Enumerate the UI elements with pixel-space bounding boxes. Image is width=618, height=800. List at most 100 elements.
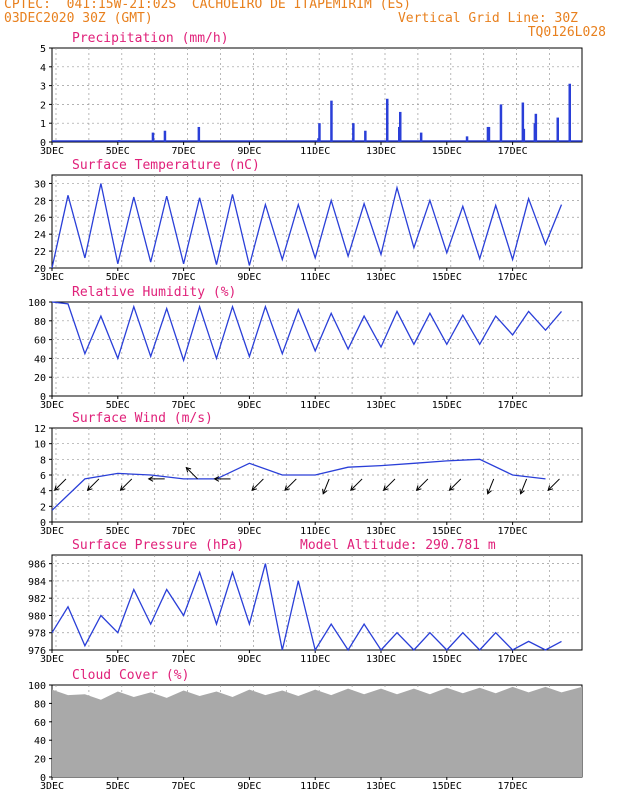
wind-arrow-head xyxy=(519,488,525,495)
y-tick-label: 980 xyxy=(28,611,46,622)
wind-arrow xyxy=(120,478,133,491)
x-tick-label: 5DEC xyxy=(106,400,130,411)
x-tick-label: 7DEC xyxy=(172,400,196,411)
panel-frame xyxy=(51,47,583,143)
wind-arrow-head xyxy=(53,485,60,491)
wind-arrow-head xyxy=(486,488,492,495)
y-tick-label: 5 xyxy=(40,44,46,55)
panel-title: Surface Wind (m/s) xyxy=(72,411,213,426)
header-grid-line: Vertical Grid Line: 30Z xyxy=(397,11,578,26)
y-tick-label: 28 xyxy=(34,196,46,207)
panel-title: Cloud Cover (%) xyxy=(72,668,189,683)
precip-bar xyxy=(163,130,167,142)
x-tick-label: 13DEC xyxy=(366,526,396,537)
y-tick-label: 4 xyxy=(40,487,46,498)
precip-bar xyxy=(399,111,402,142)
panel-frame xyxy=(51,301,583,397)
panel-title: Relative Humidity (%) xyxy=(72,285,236,300)
x-tick-label: 7DEC xyxy=(172,146,196,157)
x-tick-label: 11DEC xyxy=(300,526,330,537)
x-tick-label: 11DEC xyxy=(300,400,330,411)
x-tick-label: 13DEC xyxy=(366,654,396,665)
wind-arrow xyxy=(322,478,330,494)
precip-bar xyxy=(197,126,201,142)
x-tick-label: 13DEC xyxy=(366,146,396,157)
wind-arrow xyxy=(449,478,462,491)
wind-arrow-head xyxy=(119,485,126,491)
wind-arrow-head xyxy=(147,476,154,482)
precip-bar xyxy=(386,98,389,142)
precip-bar xyxy=(521,102,525,142)
x-tick-label: 5DEC xyxy=(106,146,130,157)
x-tick-label: 15DEC xyxy=(432,654,462,665)
y-tick-label: 10 xyxy=(34,440,46,451)
y-tick-label: 100 xyxy=(28,298,46,309)
x-tick-label: 3DEC xyxy=(40,400,64,411)
y-tick-label: 0 xyxy=(40,392,46,403)
y-tick-label: 20 xyxy=(34,264,46,275)
x-tick-label: 15DEC xyxy=(432,526,462,537)
x-tick-label: 3DEC xyxy=(40,146,64,157)
y-tick-label: 30 xyxy=(34,179,46,190)
x-tick-label: 5DEC xyxy=(106,272,130,283)
y-tick-label: 976 xyxy=(28,646,46,657)
precip-bar xyxy=(364,130,367,142)
wind-arrow-head xyxy=(448,485,455,491)
x-tick-label: 17DEC xyxy=(498,272,528,283)
wind-arrow xyxy=(416,478,429,491)
y-tick-label: 4 xyxy=(40,63,46,74)
header-model: TQ0126L028 xyxy=(527,25,606,40)
precip-bar xyxy=(522,128,526,142)
x-tick-label: 15DEC xyxy=(432,272,462,283)
x-tick-label: 7DEC xyxy=(172,526,196,537)
y-tick-label: 1 xyxy=(40,119,46,130)
x-tick-label: 5DEC xyxy=(106,781,130,792)
x-tick-label: 3DEC xyxy=(40,654,64,665)
series-line xyxy=(51,563,562,652)
wind-arrow xyxy=(547,478,560,491)
x-tick-label: 3DEC xyxy=(40,781,64,792)
x-tick-label: 17DEC xyxy=(498,781,528,792)
y-tick-label: 982 xyxy=(28,594,46,605)
x-tick-label: 17DEC xyxy=(498,146,528,157)
x-tick-label: 9DEC xyxy=(237,654,261,665)
wind-arrow-head xyxy=(284,485,290,491)
y-tick-label: 60 xyxy=(34,336,46,347)
panel-frame xyxy=(51,174,583,269)
x-tick-label: 9DEC xyxy=(237,146,261,157)
x-tick-label: 3DEC xyxy=(40,526,64,537)
x-tick-label: 17DEC xyxy=(498,654,528,665)
y-tick-label: 986 xyxy=(28,560,46,571)
x-tick-label: 9DEC xyxy=(237,272,261,283)
x-tick-label: 17DEC xyxy=(498,400,528,411)
y-tick-label: 2 xyxy=(40,502,46,513)
panel-title: Surface Temperature (nC) xyxy=(72,158,260,173)
wind-arrow-head xyxy=(213,476,220,482)
y-tick-label: 40 xyxy=(34,736,46,747)
panel-title: Surface Pressure (hPa) xyxy=(72,538,244,553)
x-tick-label: 15DEC xyxy=(432,781,462,792)
y-tick-label: 100 xyxy=(28,681,46,692)
y-tick-label: 0 xyxy=(40,518,46,529)
y-tick-label: 26 xyxy=(34,213,46,224)
y-tick-label: 80 xyxy=(34,317,46,328)
series-line xyxy=(51,183,563,269)
x-tick-label: 7DEC xyxy=(172,654,196,665)
x-tick-label: 9DEC xyxy=(237,781,261,792)
y-tick-label: 60 xyxy=(34,718,46,729)
wind-arrow xyxy=(185,467,198,480)
y-tick-label: 2 xyxy=(40,100,46,111)
wind-arrow-head xyxy=(86,485,93,491)
y-tick-label: 0 xyxy=(40,138,46,149)
x-tick-label: 15DEC xyxy=(432,146,462,157)
wind-arrow xyxy=(520,478,528,494)
y-tick-label: 80 xyxy=(34,699,46,710)
x-tick-label: 11DEC xyxy=(300,781,330,792)
wind-arrow xyxy=(87,478,100,491)
x-tick-label: 11DEC xyxy=(300,654,330,665)
y-tick-label: 978 xyxy=(28,629,46,640)
x-tick-label: 17DEC xyxy=(498,526,528,537)
x-tick-label: 11DEC xyxy=(300,146,330,157)
x-tick-label: 13DEC xyxy=(366,272,396,283)
